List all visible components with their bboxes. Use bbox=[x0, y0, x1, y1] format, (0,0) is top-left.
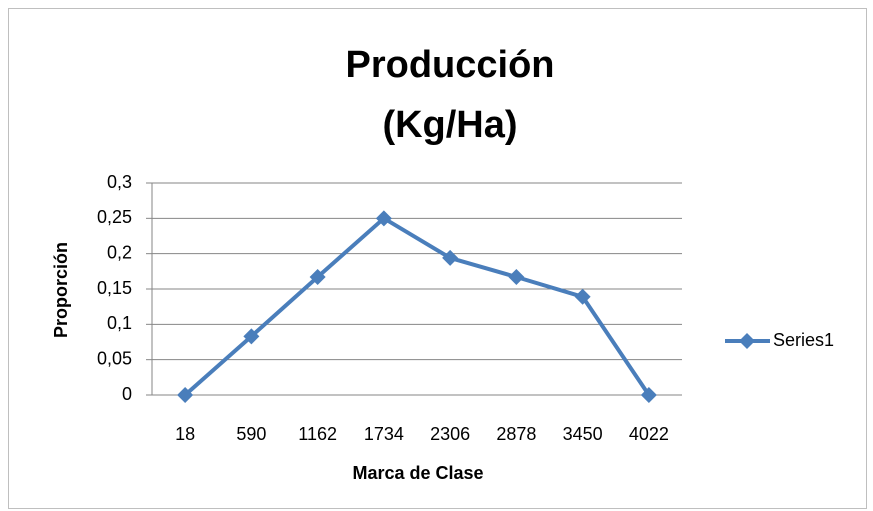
y-tick-label: 0,25 bbox=[97, 207, 132, 227]
chart-title: Producción bbox=[345, 44, 554, 86]
point-marker bbox=[442, 249, 459, 266]
point-marker bbox=[309, 268, 326, 285]
x-tick-label: 590 bbox=[236, 424, 266, 444]
y-tick-label: 0,15 bbox=[97, 278, 132, 298]
point-marker bbox=[375, 210, 392, 227]
point-marker bbox=[508, 268, 525, 285]
point-marker bbox=[177, 387, 194, 403]
y-tick-label: 0,2 bbox=[107, 242, 132, 262]
y-axis-title: Proporción bbox=[51, 242, 71, 338]
x-tick-label: 3450 bbox=[563, 424, 603, 444]
y-tick-label: 0 bbox=[122, 384, 132, 404]
y-tick-label: 0,3 bbox=[107, 172, 132, 192]
legend-label: Series1 bbox=[773, 330, 834, 350]
x-tick-label: 1734 bbox=[364, 424, 404, 444]
y-tick-label: 0,05 bbox=[97, 348, 132, 368]
legend-marker bbox=[739, 333, 755, 349]
chart-title: (Kg/Ha) bbox=[382, 104, 517, 146]
x-axis-title: Marca de Clase bbox=[352, 463, 483, 483]
y-tick-label: 0,1 bbox=[107, 313, 132, 333]
x-tick-label: 18 bbox=[175, 424, 195, 444]
series-line bbox=[183, 216, 651, 397]
point-marker bbox=[640, 387, 657, 403]
x-tick-label: 2306 bbox=[430, 424, 470, 444]
point-marker bbox=[243, 328, 260, 345]
point-marker bbox=[574, 288, 591, 305]
x-tick-label: 4022 bbox=[629, 424, 669, 444]
x-tick-label: 2878 bbox=[496, 424, 536, 444]
x-tick-label: 1162 bbox=[298, 424, 337, 444]
